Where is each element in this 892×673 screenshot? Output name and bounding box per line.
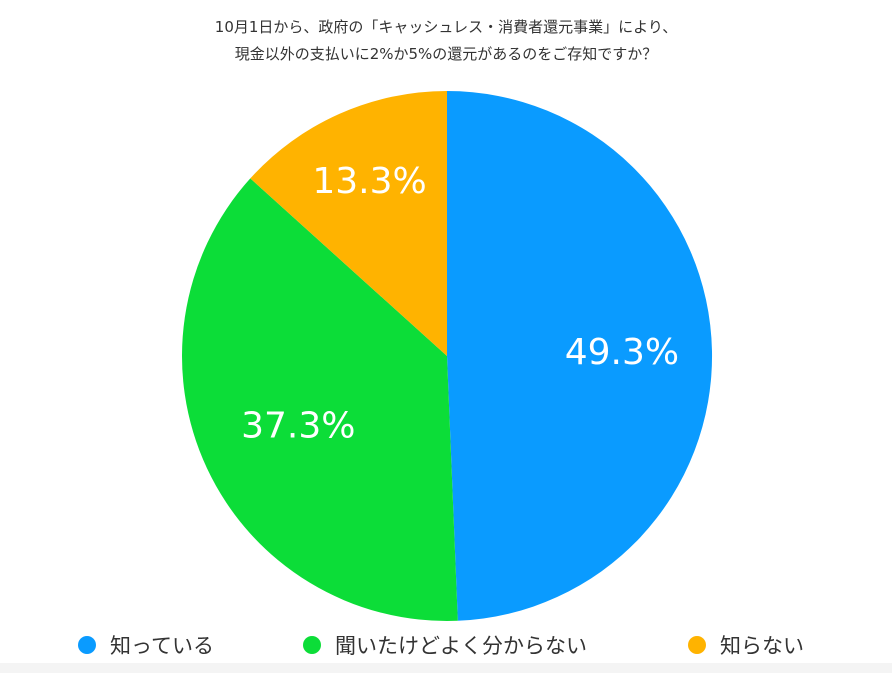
chart-title: 10月1日から、政府の「キャッシュレス・消費者還元事業」により、 現金以外の支払… [0,14,892,68]
legend-item-known[interactable]: 知っている [78,627,214,663]
legend-swatch-unknown [688,636,706,654]
bottom-band [0,663,892,673]
chart-title-line-1: 10月1日から、政府の「キャッシュレス・消費者還元事業」により、 [214,18,678,36]
data-label-unknown: 13.3% [312,161,426,202]
legend-item-heard-unclear[interactable]: 聞いたけどよく分からない [303,627,587,663]
legend-swatch-heard-unclear [303,636,321,654]
legend-item-unknown[interactable]: 知らない [688,627,804,663]
pie-slices [181,90,713,622]
legend-label-known: 知っている [110,634,214,658]
legend-label-unknown: 知らない [720,634,804,658]
data-label-heard-unclear: 37.3% [241,405,355,446]
data-label-known: 49.3% [565,332,679,373]
chart-title-line-2: 現金以外の支払いに2%か5%の還元があるのをご存知ですか？ [234,45,658,63]
chart-legend: 知っている 聞いたけどよく分からない 知らない [0,627,892,663]
pie-slice-known[interactable] [447,90,713,621]
pie-data-labels: 49.3% 37.3% 13.3% [241,161,679,446]
legend-label-heard-unclear: 聞いたけどよく分からない [335,634,587,658]
pie-slice-unknown[interactable] [250,91,447,356]
pie-slice-heard-unclear[interactable] [181,178,458,622]
legend-swatch-known [78,636,96,654]
